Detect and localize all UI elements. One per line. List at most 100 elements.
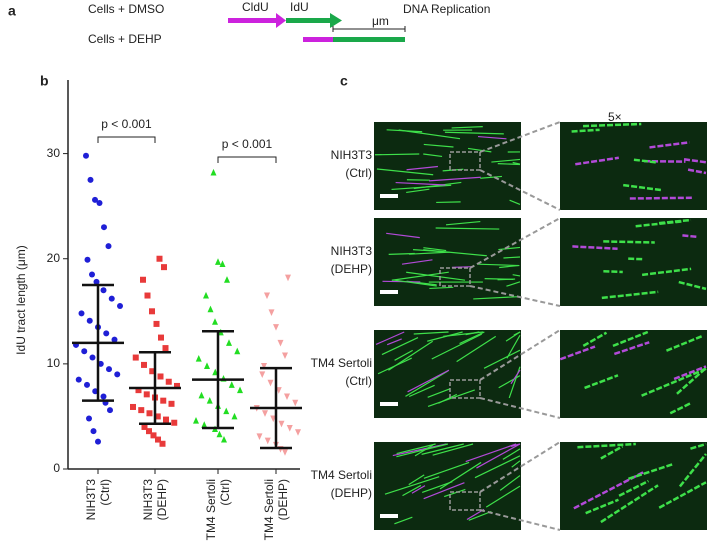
row-label: NIH3T3	[331, 148, 373, 162]
data-point	[206, 397, 213, 404]
fiber	[386, 129, 423, 133]
fiber	[665, 334, 704, 352]
data-point	[103, 330, 110, 337]
fiber	[513, 331, 521, 336]
x-tick-label: (DEHP)	[276, 479, 290, 520]
data-point	[262, 410, 268, 417]
x-tick-label: NIH3T3	[84, 479, 98, 521]
fiber	[629, 196, 693, 200]
data-point	[150, 432, 157, 439]
fiber	[512, 161, 521, 165]
data-point	[108, 295, 115, 302]
fiber	[658, 481, 707, 509]
fiber	[485, 485, 521, 508]
data-point	[160, 397, 167, 404]
fiber	[401, 259, 433, 265]
fiber	[392, 279, 437, 287]
fiber	[474, 455, 521, 479]
fiber	[510, 369, 521, 385]
data-point	[259, 371, 266, 378]
zoom-connector	[479, 169, 561, 211]
significance-bracket	[97, 136, 156, 143]
y-tick-label: 20	[47, 251, 61, 265]
data-point	[203, 291, 209, 299]
data-point	[174, 382, 180, 389]
fiber-cldu	[303, 37, 333, 42]
data-point	[101, 224, 107, 231]
fiber	[386, 338, 402, 346]
fiber	[413, 331, 449, 335]
fiber	[443, 331, 484, 337]
fiber	[468, 510, 492, 521]
zoom-box	[449, 379, 481, 399]
fiber-idu	[333, 37, 405, 42]
sd-bar	[82, 283, 114, 402]
fiber	[584, 374, 619, 390]
fiber	[445, 220, 481, 226]
micrograph	[560, 218, 707, 306]
data-point	[171, 419, 178, 426]
fiber	[509, 199, 521, 206]
cldu-arrow	[228, 18, 278, 23]
fiber	[484, 278, 514, 280]
zoom-connector	[469, 217, 561, 269]
data-point	[132, 354, 139, 361]
fiber	[408, 474, 425, 486]
fiber	[421, 443, 464, 455]
data-point	[92, 196, 98, 203]
data-point	[204, 362, 210, 369]
y-tick-label: 0	[53, 461, 60, 475]
data-point	[111, 336, 118, 343]
fiber	[406, 271, 466, 281]
fiber	[394, 516, 413, 525]
data-point	[90, 428, 97, 435]
fiber	[429, 176, 481, 182]
fiber	[690, 442, 707, 450]
x-tick-label: TM4 Sertoli	[262, 479, 276, 540]
data-point	[156, 255, 163, 262]
fiber	[384, 476, 440, 495]
data-point	[107, 407, 113, 414]
fiber	[641, 367, 707, 397]
fiber	[613, 341, 650, 356]
fiber	[405, 370, 449, 397]
data-point	[154, 413, 161, 420]
zoom-box	[449, 491, 481, 511]
panel-label: b	[40, 73, 49, 89]
data-point	[78, 310, 85, 317]
data-point	[277, 339, 284, 347]
data-point	[163, 416, 169, 423]
fiber	[408, 384, 435, 398]
fiber	[423, 153, 443, 158]
fiber	[618, 479, 649, 497]
scale-bar	[380, 290, 398, 294]
data-point	[195, 355, 202, 362]
data-point	[153, 320, 160, 327]
data-point	[84, 256, 91, 263]
data-point	[284, 393, 290, 401]
fiber	[429, 286, 454, 290]
fiber	[676, 367, 707, 395]
data-point	[114, 371, 121, 378]
data-point	[146, 428, 152, 435]
data-point	[100, 393, 107, 400]
data-point	[168, 400, 175, 407]
y-tick-label: 30	[47, 146, 61, 160]
data-point	[212, 318, 218, 325]
pulse-label: CldU	[242, 0, 269, 14]
data-point	[100, 287, 107, 294]
data-point	[273, 324, 279, 331]
data-point	[282, 449, 288, 456]
data-point	[141, 361, 147, 368]
fiber	[683, 158, 707, 164]
fiber	[600, 445, 624, 460]
data-point	[105, 243, 112, 250]
panel-label: a	[8, 3, 16, 19]
fiber	[575, 156, 619, 166]
data-point	[138, 407, 145, 414]
fiber	[465, 443, 517, 463]
data-point	[285, 274, 291, 282]
fiber	[431, 333, 483, 360]
data-point	[223, 407, 230, 415]
measure-bar	[332, 26, 406, 32]
